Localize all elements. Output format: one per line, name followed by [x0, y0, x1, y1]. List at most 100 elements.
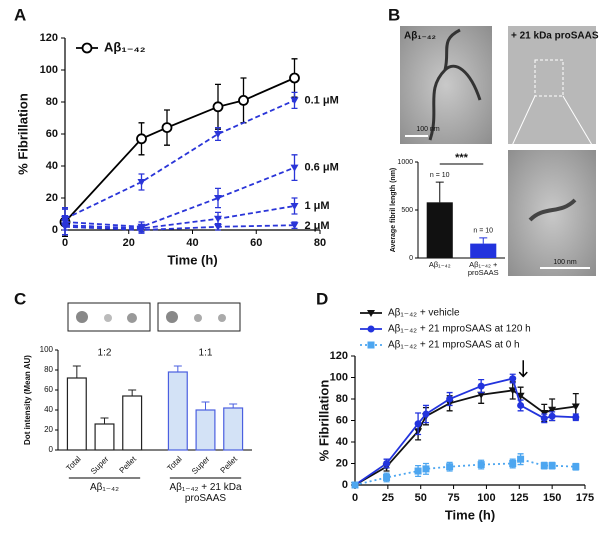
point	[477, 391, 486, 399]
x-tick-label-box: Aβ₁₋₄₂	[429, 261, 451, 269]
y-tick-label: 80	[44, 365, 53, 374]
dot	[127, 313, 137, 323]
point	[548, 412, 556, 420]
bar	[94, 423, 115, 451]
x-tick-label: 150	[543, 492, 561, 504]
error-bar	[100, 417, 109, 424]
series-label: 0.6 μM	[305, 162, 339, 174]
point	[540, 414, 548, 422]
point	[548, 462, 556, 470]
x-tick-label: 100	[477, 492, 495, 504]
y-tick-label: 40	[336, 436, 348, 448]
y-tick-label: 120	[330, 350, 348, 362]
series-line	[64, 99, 295, 220]
point	[214, 223, 222, 231]
point	[517, 455, 525, 463]
point	[214, 215, 222, 223]
inset-line	[562, 95, 596, 151]
y-tick-label: 60	[44, 385, 53, 394]
x-tick-label: 40	[186, 237, 198, 249]
bar	[470, 243, 497, 258]
legend-label: Aβ₁₋₄₂ + vehicle	[388, 308, 460, 319]
point	[446, 463, 454, 471]
x-tick-label: 0	[62, 237, 68, 249]
x-tick-label-box: Aβ₁₋₄₂ + proSAAS	[467, 261, 499, 278]
point	[212, 101, 224, 113]
error-bar	[72, 365, 81, 378]
point	[290, 164, 299, 172]
x-tick-label: Pellet	[219, 454, 240, 475]
fibril	[528, 198, 577, 222]
panel-label: D	[316, 289, 328, 308]
x-tick-label: Super	[190, 454, 212, 476]
legend-marker	[367, 341, 375, 349]
dot	[218, 314, 226, 322]
error-bar	[229, 403, 238, 408]
x-tick-label: 175	[576, 492, 594, 504]
x-tick-label: Pellet	[118, 454, 139, 475]
point	[290, 222, 299, 230]
y-tick-label: 60	[46, 128, 58, 140]
error-bar	[479, 237, 488, 244]
series-label: 2 μM	[305, 220, 330, 232]
x-tick-label: Super	[89, 454, 111, 476]
point	[509, 460, 517, 467]
image-label: Aβ₁₋₄₂	[404, 31, 436, 42]
error-bar	[173, 365, 182, 372]
series-line	[64, 77, 295, 223]
x-tick-label: 125	[510, 492, 528, 504]
x-tick-label: 80	[314, 237, 326, 249]
point	[137, 227, 146, 234]
y-tick-label: 0	[409, 255, 413, 262]
point	[161, 122, 173, 133]
series-label: 1 μM	[305, 200, 330, 212]
y-tick-label: 0	[49, 445, 54, 454]
point	[414, 420, 422, 428]
dot	[104, 314, 112, 322]
point	[509, 375, 517, 383]
point	[290, 203, 299, 210]
ratio-label: 1:1	[199, 348, 213, 359]
error-bar	[201, 401, 210, 410]
group-label: Aβ₁₋₄₂ + 21 kDa proSAAS	[169, 482, 242, 504]
y-tick-label: 0	[52, 224, 58, 236]
point	[572, 413, 580, 421]
y-tick-label: 100	[40, 64, 58, 76]
x-tick-label: 0	[352, 492, 358, 504]
bar	[426, 202, 453, 258]
y-tick-label: 20	[336, 457, 348, 469]
group-label: Aβ₁₋₄₂	[89, 482, 120, 493]
series-label: 0.1 μM	[305, 94, 339, 106]
fibril	[428, 28, 482, 141]
y-tick-label: 20	[44, 425, 53, 434]
error-bar	[435, 181, 444, 203]
x-tick-label: 20	[123, 237, 135, 249]
series-line	[64, 166, 295, 228]
n-label: n = 10	[473, 228, 493, 235]
x-tick-label: Total	[165, 454, 183, 472]
point	[238, 95, 249, 106]
x-tick-label: 50	[415, 492, 427, 504]
bar	[223, 407, 244, 451]
point	[540, 462, 548, 470]
point	[289, 72, 300, 84]
y-tick-label: 40	[44, 405, 53, 414]
micrograph	[508, 26, 596, 144]
inset-line	[509, 95, 536, 151]
n-label: n = 10	[430, 172, 450, 179]
group-label-box: Aβ₁₋₄₂	[89, 482, 120, 493]
point	[477, 382, 485, 390]
point	[136, 133, 147, 145]
legend-marker	[81, 42, 93, 54]
x-tick-label: Aβ₁₋₄₂ + proSAAS	[467, 261, 499, 278]
y-tick-label: 60	[336, 414, 348, 426]
point	[422, 410, 430, 418]
point	[383, 460, 391, 467]
y-axis-title: Dot intensity (Mean AU)	[23, 355, 32, 445]
legend-label: Aβ₁₋₄₂	[104, 39, 146, 54]
x-tick-label: 75	[447, 492, 459, 504]
panel-label: A	[14, 5, 26, 24]
y-axis-title: % Fibrillation	[15, 93, 30, 175]
y-tick-label: 1000	[397, 159, 413, 166]
ratio-label: 1:2	[98, 348, 112, 359]
